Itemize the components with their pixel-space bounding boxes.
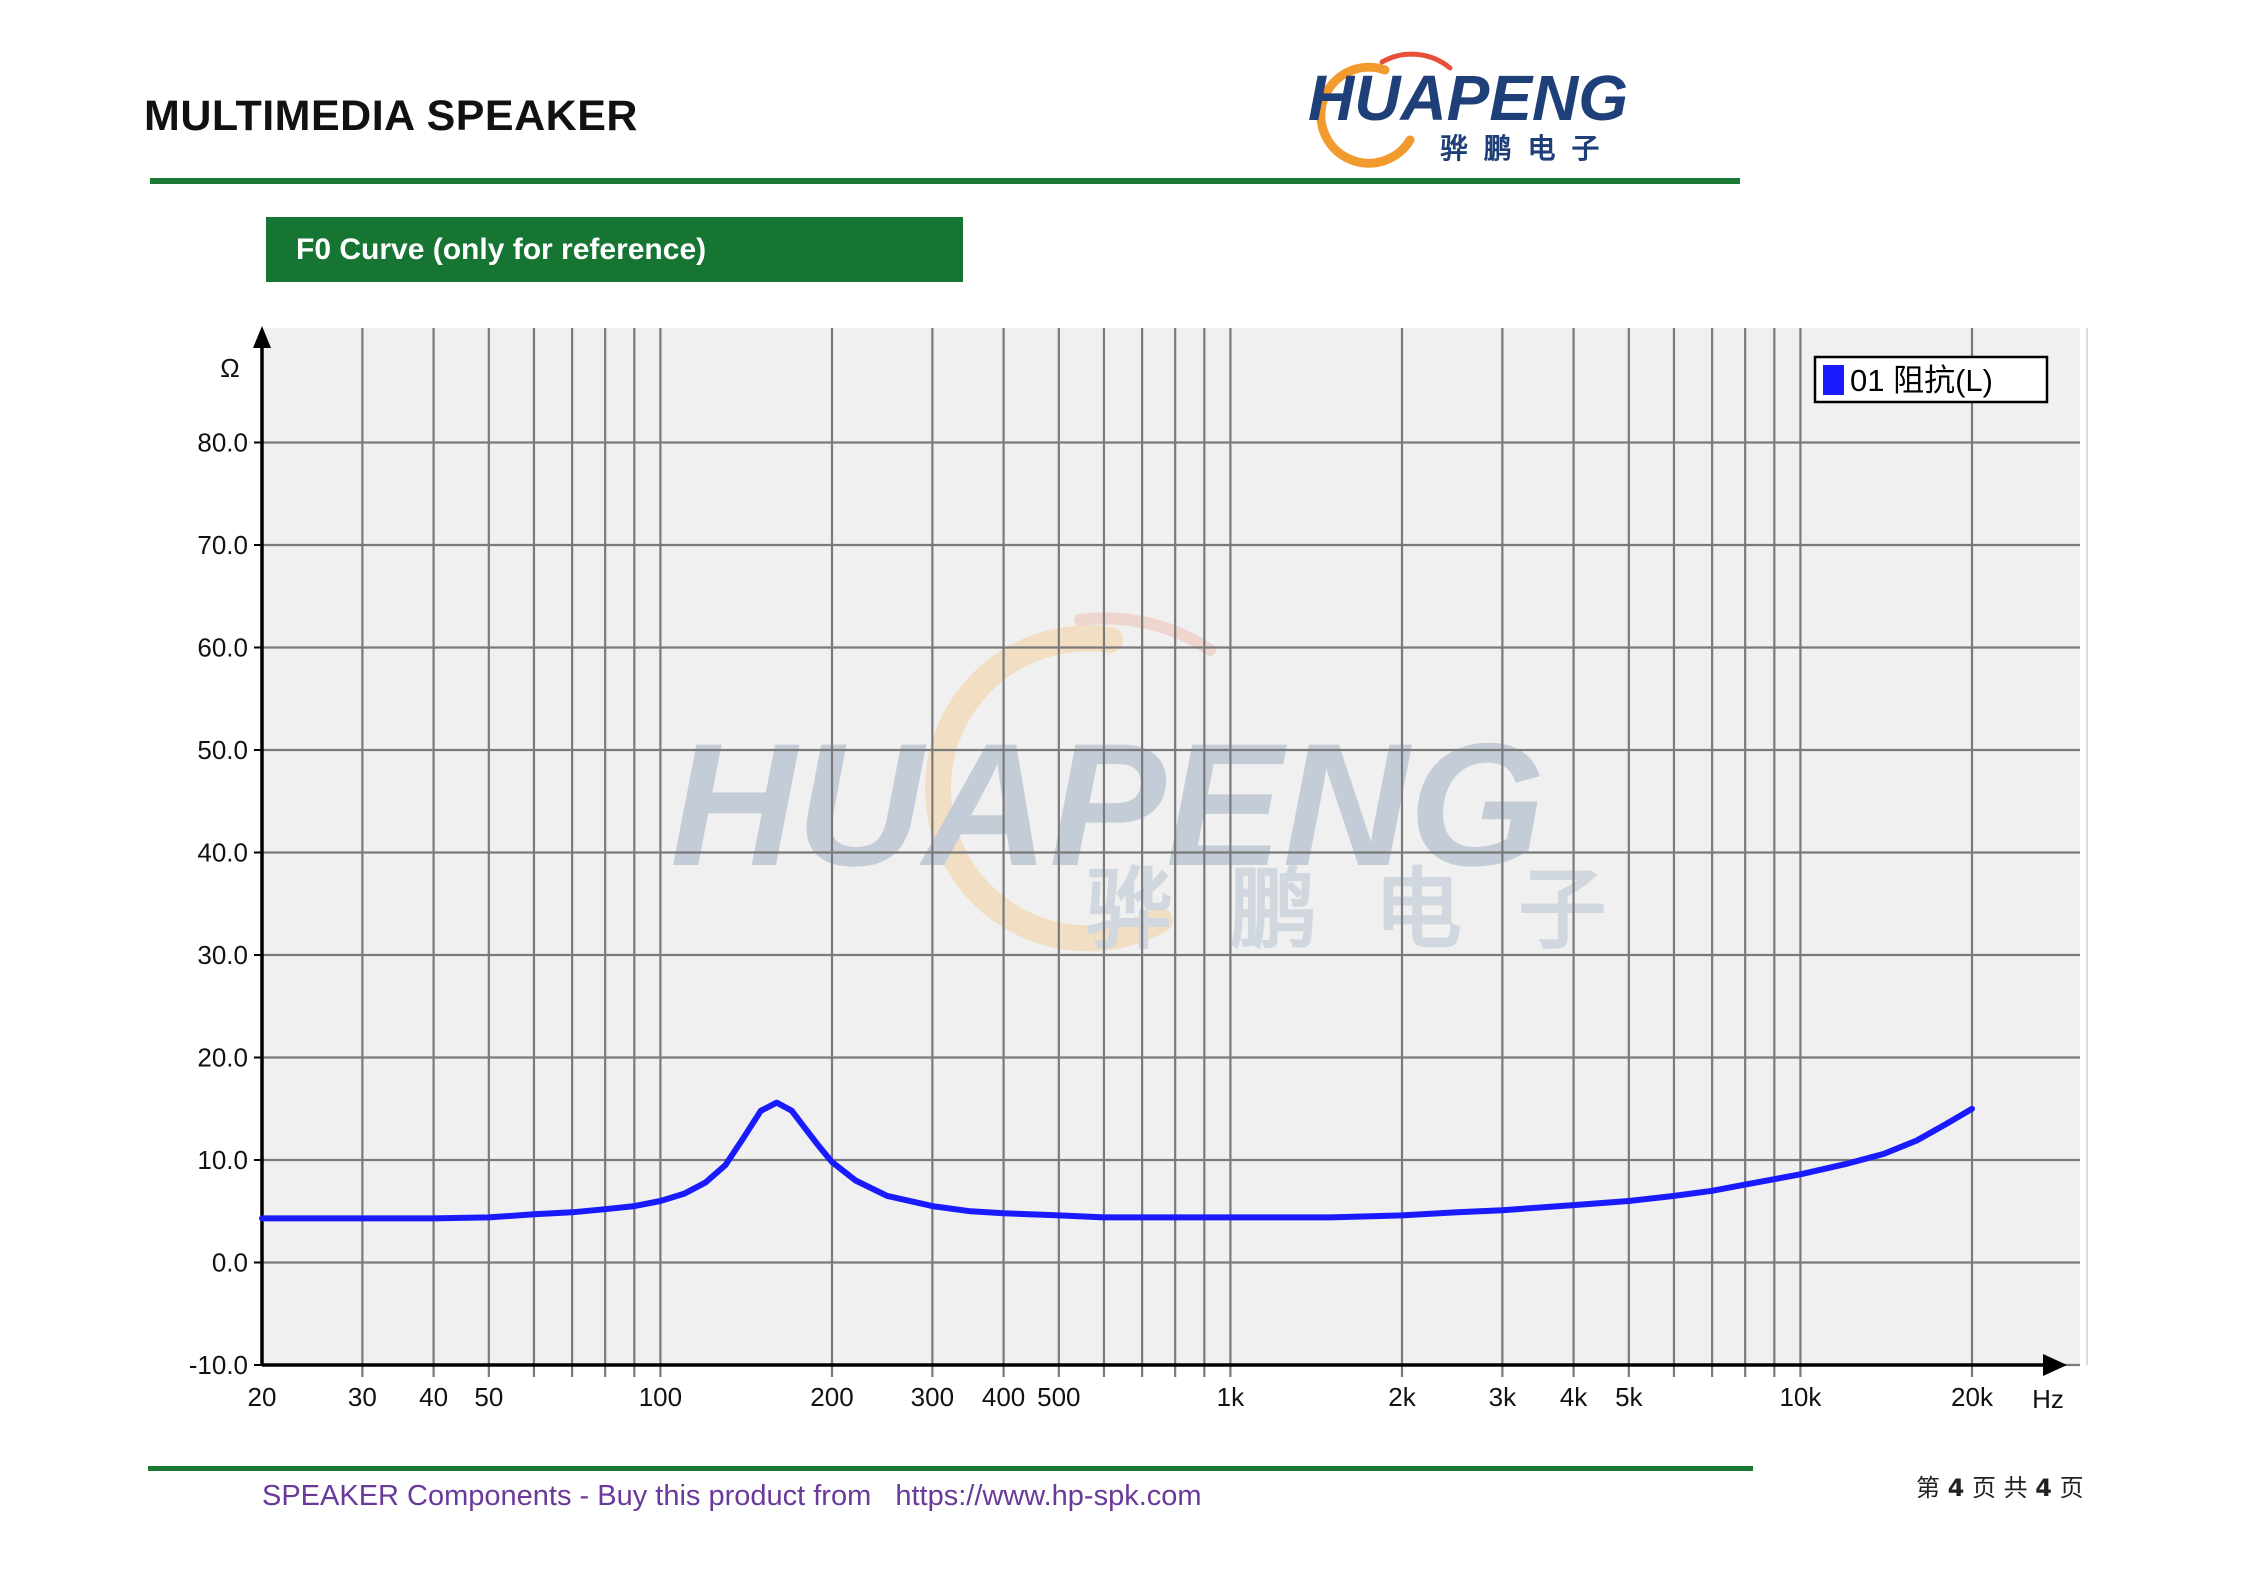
x-tick-label: 3k <box>1489 1382 1517 1412</box>
x-tick-label: 300 <box>911 1382 954 1412</box>
page-middle: 页 共 <box>1971 1474 2028 1502</box>
y-tick-label: 30.0 <box>197 940 248 970</box>
header-divider <box>150 178 1740 184</box>
y-tick-label: 70.0 <box>197 530 248 560</box>
impedance-chart: HUAPENG 骅 鹏 电 子 80.0 70.0 60.0 50.0 40.0 30.0… <box>150 320 2090 1420</box>
footer-caption: SPEAKER Components - Buy this product fr… <box>262 1480 872 1512</box>
x-tick-label: 100 <box>639 1382 682 1412</box>
page-number: 第 4 页 共 4 页 <box>1916 1468 2084 1503</box>
legend-swatch <box>1823 365 1844 395</box>
logo-latin-text: HUAPENG <box>1308 62 1628 134</box>
watermark-chinese-text: 骅 鹏 电 子 <box>1085 860 1622 959</box>
x-tick-label: 5k <box>1615 1382 1643 1412</box>
x-tick-label: 4k <box>1560 1382 1588 1412</box>
y-tick-label: 50.0 <box>197 735 248 765</box>
y-tick-label: 40.0 <box>197 838 248 868</box>
x-tick-label: 20k <box>1951 1382 1994 1412</box>
x-tick-label: 2k <box>1388 1382 1416 1412</box>
page-prefix: 第 <box>1916 1474 1940 1502</box>
x-tick-label: 30 <box>348 1382 377 1412</box>
y-tick-label: 60.0 <box>197 633 248 663</box>
x-axis-arrow <box>2043 1354 2067 1376</box>
huapeng-logo: HUAPENG 骅 鹏 电 子 <box>1308 51 1628 168</box>
x-tick-label: 40 <box>419 1382 448 1412</box>
y-axis-arrow <box>253 326 271 348</box>
x-tick-label: 10k <box>1779 1382 1822 1412</box>
x-tick-label: 50 <box>474 1382 503 1412</box>
legend-label: 01 阻抗(L) <box>1850 363 1993 398</box>
footer-url-link[interactable]: https://www.hp-spk.com <box>895 1480 1202 1512</box>
y-tick-label: 20.0 <box>197 1043 248 1073</box>
y-tick-label: 0.0 <box>212 1248 248 1278</box>
section-banner: F0 Curve (only for reference) <box>266 217 963 282</box>
y-tick-label: 10.0 <box>197 1145 248 1175</box>
legend-box <box>1813 355 2049 404</box>
page-current: 4 <box>1947 1474 1965 1502</box>
impedance-chart-svg: HUAPENG 骅 鹏 电 子 80.0 70.0 60.0 50.0 40.0 30.0… <box>189 326 2088 1414</box>
footer-divider <box>148 1466 1753 1471</box>
x-tick-label: 1k <box>1217 1382 1245 1412</box>
page-total: 4 <box>2035 1474 2052 1502</box>
x-tick-label: 400 <box>982 1382 1025 1412</box>
watermark-latin-text: HUAPENG <box>670 708 1545 903</box>
x-tick-label: 500 <box>1037 1382 1080 1412</box>
plot-background <box>262 328 2080 1365</box>
impedance-curve <box>259 1099 1975 1222</box>
watermark: HUAPENG 骅 鹏 电 子 <box>670 612 1622 959</box>
y-tick-label: 80.0 <box>197 428 248 458</box>
footer-text: SPEAKER Components - Buy this product fr… <box>262 1480 1202 1513</box>
y-tick-label: -10.0 <box>189 1350 248 1380</box>
x-axis-label: Hz <box>2032 1384 2064 1414</box>
document-title: MULTIMEDIA SPEAKER <box>144 92 638 140</box>
y-axis-label: Ω <box>220 353 239 383</box>
x-tick-label: 200 <box>810 1382 853 1412</box>
logo-chinese-text: 骅 鹏 电 子 <box>1440 133 1603 164</box>
page-suffix: 页 <box>2059 1474 2084 1502</box>
x-tick-label: 20 <box>248 1382 277 1412</box>
